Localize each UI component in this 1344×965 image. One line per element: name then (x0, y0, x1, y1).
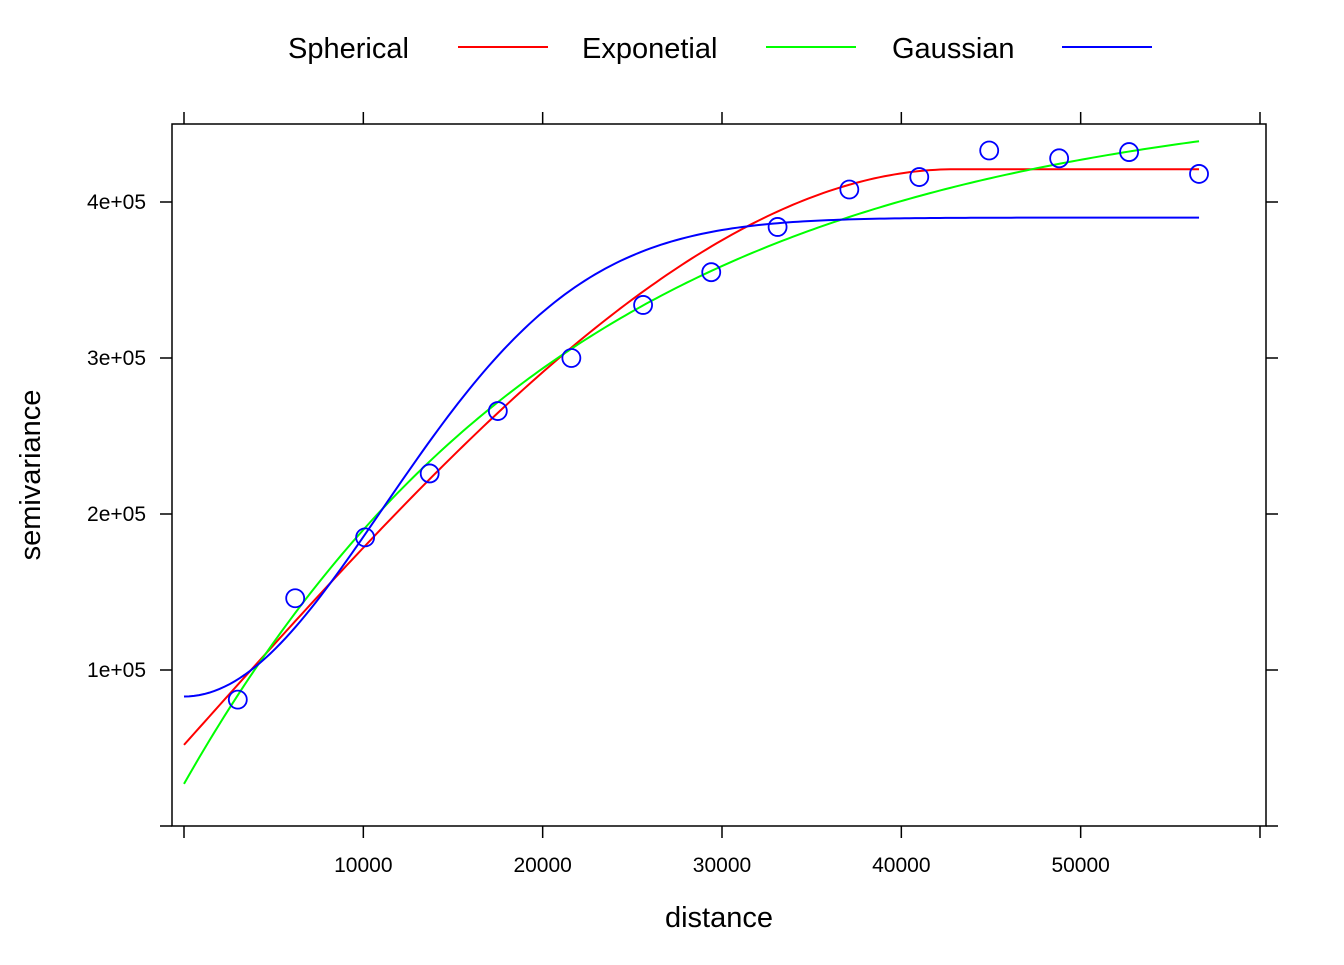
data-point (419, 463, 440, 484)
series-line-spherical (183, 168, 1200, 746)
data-point (979, 140, 1000, 161)
data-point (355, 527, 376, 548)
data-point (909, 167, 930, 187)
data-point (1119, 142, 1139, 162)
legend-label-spherical: Spherical (288, 33, 409, 65)
y-tick-label: 3e+05 (87, 347, 146, 370)
y-tick-label: 2e+05 (87, 503, 146, 526)
series-line-exponetial (183, 140, 1200, 785)
data-points (227, 140, 1209, 710)
data-point (839, 179, 860, 200)
x-tick-label: 40000 (872, 854, 930, 877)
x-tick-label: 30000 (693, 854, 751, 877)
legend: Spherical Exponetial Gaussian (288, 33, 1152, 65)
data-point (701, 262, 722, 283)
x-tick-label: 50000 (1051, 854, 1109, 877)
data-point (633, 295, 653, 315)
x-tick-label: 10000 (334, 854, 392, 877)
data-point (227, 689, 248, 710)
model-curves (183, 140, 1200, 785)
data-point (1049, 148, 1070, 169)
legend-label-gaussian: Gaussian (892, 33, 1015, 65)
data-point (561, 348, 582, 368)
x-tick-label: 20000 (513, 854, 571, 877)
y-tick-label: 4e+05 (87, 191, 146, 214)
y-tick-label: 1e+05 (87, 659, 146, 682)
y-axis-title: semivariance (15, 390, 47, 561)
plot-frame (171, 123, 1267, 827)
axes: 10000 20000 30000 40000 50000 1e+05 2e+05 3e+05… (87, 112, 1278, 877)
data-point (767, 217, 788, 237)
data-point (1189, 164, 1209, 184)
data-point (285, 588, 306, 609)
series-line-gaussian (183, 216, 1200, 698)
x-axis-title: distance (665, 902, 773, 934)
legend-label-exponetial: Exponetial (582, 33, 717, 65)
data-point (487, 401, 508, 421)
